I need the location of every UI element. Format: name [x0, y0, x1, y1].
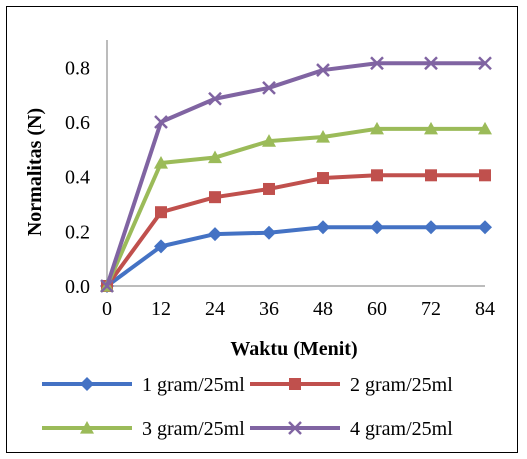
y-tick-label: 0.8 — [65, 57, 90, 79]
x-tick-label: 72 — [421, 298, 441, 320]
legend-label: 1 gram/25ml — [142, 374, 245, 396]
data-point — [263, 182, 275, 195]
x-tick-label: 12 — [151, 298, 171, 320]
data-point — [424, 56, 438, 71]
y-tick-labels: 0.0 0.2 0.4 0.6 0.8 — [65, 57, 90, 298]
data-point — [479, 169, 491, 182]
data-point — [208, 91, 222, 106]
legend-entry: 4 gram/25ml — [250, 418, 453, 440]
series-layer — [100, 56, 492, 293]
data-point — [370, 56, 384, 71]
data-point — [262, 80, 276, 95]
data-point — [154, 115, 168, 129]
legend: 1 gram/25ml 2 gram/25ml 3 gram/25ml 4 gram/… — [42, 374, 453, 440]
data-point — [316, 63, 330, 77]
y-tick-label: 0.0 — [65, 276, 90, 298]
legend-label: 3 gram/25ml — [142, 418, 245, 440]
y-tick-label: 0.4 — [65, 167, 90, 189]
data-point — [154, 239, 168, 254]
x-tick-label: 36 — [259, 298, 279, 320]
data-point — [155, 206, 167, 219]
y-axis-title: Normalitas (N) — [24, 108, 46, 236]
data-point — [316, 220, 330, 235]
legend-marker — [289, 378, 301, 390]
data-point — [371, 169, 383, 182]
legend-entry: 3 gram/25ml — [42, 418, 245, 440]
series-line — [105, 61, 485, 287]
data-point — [262, 225, 276, 240]
series-1 — [100, 220, 492, 293]
data-point — [425, 169, 437, 182]
x-tick-label: 60 — [367, 298, 387, 320]
data-point — [478, 56, 492, 71]
data-point — [209, 191, 221, 204]
series-3 — [100, 121, 492, 292]
data-point — [100, 279, 114, 293]
legend-label: 2 gram/25ml — [350, 374, 453, 396]
y-tick-label: 0.2 — [65, 221, 90, 243]
data-point — [208, 227, 222, 242]
y-tick-label: 0.6 — [65, 112, 90, 134]
data-point — [154, 156, 168, 169]
data-point — [370, 220, 384, 235]
legend-marker — [80, 377, 94, 391]
legend-marker — [288, 421, 302, 435]
legend-label: 4 gram/25ml — [350, 418, 453, 440]
legend-marker — [80, 421, 94, 434]
data-point — [424, 121, 438, 135]
legend-entry: 2 gram/25ml — [250, 374, 453, 396]
x-tick-labels: 0 12 24 36 48 60 72 84 — [102, 298, 495, 320]
legend-entry: 1 gram/25ml — [42, 374, 245, 396]
series-line — [105, 126, 485, 287]
data-point — [478, 121, 492, 135]
x-tick-label: 0 — [102, 298, 112, 320]
data-point — [478, 220, 492, 235]
series-line — [105, 225, 485, 288]
x-axis-title: Waktu (Menit) — [230, 338, 357, 360]
data-point — [208, 150, 222, 164]
x-tick-label: 24 — [205, 298, 225, 320]
data-point — [370, 121, 384, 135]
data-point — [262, 134, 276, 147]
x-tick-label: 48 — [313, 298, 333, 320]
data-point — [424, 220, 438, 235]
series-4 — [100, 56, 492, 293]
series-line — [105, 173, 485, 288]
data-point — [317, 172, 329, 185]
data-point — [316, 130, 330, 143]
x-tick-label: 84 — [475, 298, 495, 320]
